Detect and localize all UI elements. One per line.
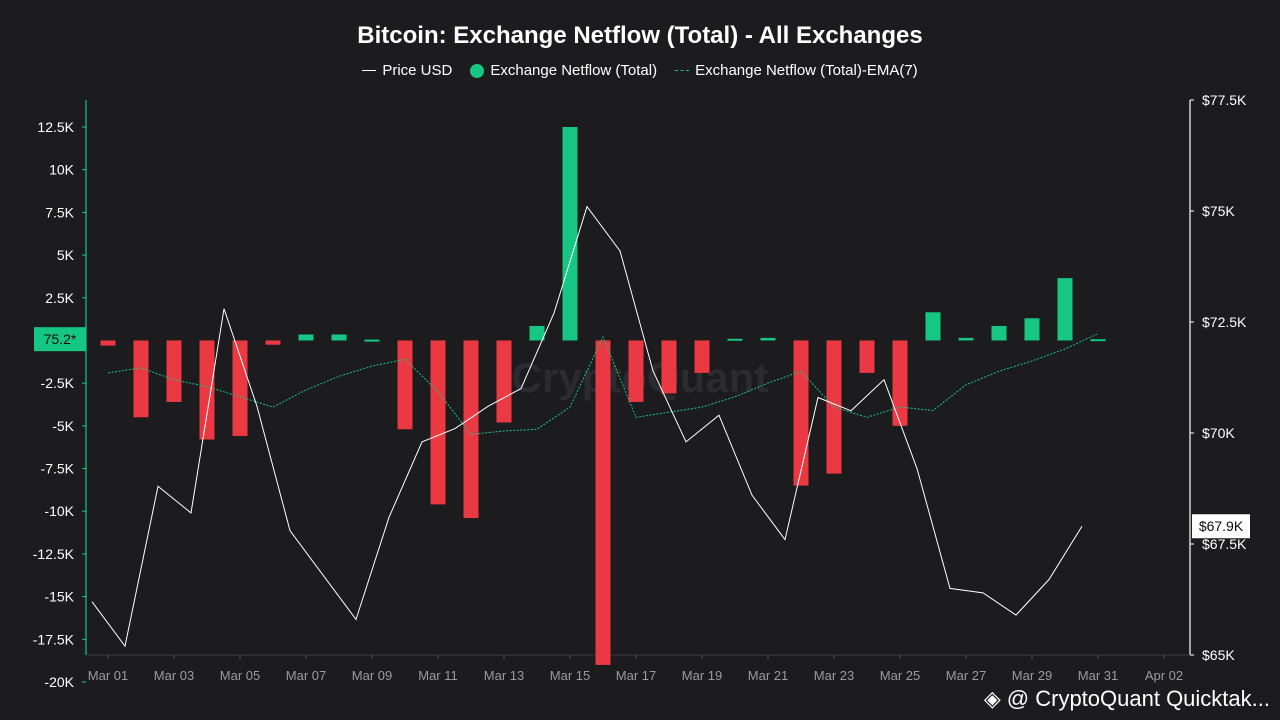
netflow-bar (430, 340, 446, 505)
x-tick-label: Mar 01 (88, 668, 128, 683)
netflow-bar (133, 340, 149, 418)
netflow-bar (397, 340, 413, 430)
y-right-tick-label: $77.5K (1202, 92, 1247, 108)
x-tick-label: Mar 19 (682, 668, 722, 683)
footer-watermark: ◈ @ CryptoQuant Quicktak... (984, 686, 1270, 712)
y-left-tick-label: -7.5K (41, 461, 75, 477)
netflow-bar (628, 340, 644, 402)
legend-label-ema: Exchange Netflow (Total)-EMA(7) (695, 62, 918, 79)
x-tick-label: Mar 03 (154, 668, 194, 683)
y-right-tick-label: $72.5K (1202, 314, 1247, 330)
x-tick-label: Mar 13 (484, 668, 524, 683)
legend-label-netflow: Exchange Netflow (Total) (490, 62, 658, 79)
footer-watermark-text: @ CryptoQuant Quicktak... (1006, 686, 1270, 711)
x-tick-label: Apr 02 (1145, 668, 1183, 683)
y-left-tick-label: 10K (49, 162, 75, 178)
x-tick-label: Mar 05 (220, 668, 260, 683)
y-left-tick-label: -15K (44, 589, 74, 605)
netflow-bar (595, 340, 611, 665)
netflow-bar (232, 340, 248, 437)
current-netflow-label: 75.2* (44, 331, 77, 347)
netflow-bar (166, 340, 182, 402)
ema-line (107, 333, 1099, 435)
netflow-bar (1057, 278, 1073, 341)
netflow-bar (562, 127, 578, 341)
y-right-tick-label: $67.5K (1202, 536, 1247, 552)
x-tick-label: Mar 31 (1078, 668, 1118, 683)
y-left-tick-label: -2.5K (41, 375, 75, 391)
netflow-bar (958, 337, 974, 341)
y-left-tick-label: 5K (57, 247, 75, 263)
x-tick-label: Mar 07 (286, 668, 326, 683)
netflow-bar (859, 340, 875, 373)
legend-item-ema[interactable]: Exchange Netflow (Total)-EMA(7) (675, 62, 918, 79)
netflow-bar (100, 340, 116, 346)
chart-title: Bitcoin: Exchange Netflow (Total) - All … (357, 22, 923, 49)
y-right-tick-label: $75K (1202, 203, 1235, 219)
x-tick-label: Mar 27 (946, 668, 986, 683)
legend-dashed-swatch (675, 70, 690, 71)
netflow-bar (529, 325, 545, 341)
legend-dot-swatch (470, 63, 485, 78)
netflow-bar (463, 340, 479, 519)
y-right-tick-label: $70K (1202, 425, 1235, 441)
price-line (91, 205, 1083, 648)
legend-item-netflow[interactable]: Exchange Netflow (Total) (470, 62, 657, 79)
x-tick-label: Mar 15 (550, 668, 590, 683)
netflow-bar (298, 334, 314, 341)
netflow-bar (364, 339, 380, 342)
current-price-label: $67.9K (1199, 518, 1244, 534)
x-tick-label: Mar 21 (748, 668, 788, 683)
y-left-tick-label: 12.5K (37, 119, 74, 135)
netflow-bar (661, 340, 677, 394)
x-tick-label: Mar 11 (418, 668, 458, 683)
netflow-bar (265, 340, 281, 345)
x-tick-label: Mar 29 (1012, 668, 1052, 683)
legend: Price USD Exchange Netflow (Total) Excha… (0, 62, 1280, 79)
current-netflow-badge (34, 327, 86, 352)
netflow-bar (1024, 318, 1040, 341)
netflow-bar (892, 340, 908, 426)
legend-label-price: Price USD (382, 62, 453, 79)
netflow-bar (199, 340, 215, 440)
x-tick-label: Mar 09 (352, 668, 392, 683)
y-left-tick-label: 7.5K (45, 204, 74, 220)
netflow-bar (1090, 339, 1106, 342)
netflow-bar (760, 337, 776, 341)
netflow-bar (793, 340, 809, 486)
legend-line-swatch (362, 70, 377, 71)
binance-logo-icon: ◈ (983, 686, 1001, 711)
x-tick-label: Mar 17 (616, 668, 656, 683)
netflow-bar (331, 334, 347, 341)
netflow-bar (991, 325, 1007, 341)
y-left-tick-label: -10K (44, 503, 74, 519)
legend-item-price[interactable]: Price USD (362, 62, 452, 79)
y-left-tick-label: -20K (44, 674, 74, 690)
y-left-tick-label: 2.5K (45, 290, 74, 306)
x-tick-label: Mar 25 (880, 668, 920, 683)
y-right-tick-label: $65K (1202, 647, 1235, 663)
y-left-tick-label: -17.5K (33, 631, 75, 647)
current-price-badge (1192, 514, 1250, 539)
netflow-bar (694, 340, 710, 373)
netflow-bar (496, 340, 512, 423)
y-left-tick-label: -5K (52, 418, 74, 434)
y-left-tick-label: -12.5K (33, 546, 75, 562)
netflow-bar (925, 312, 941, 341)
x-tick-label: Mar 23 (814, 668, 854, 683)
netflow-bar (727, 338, 743, 341)
